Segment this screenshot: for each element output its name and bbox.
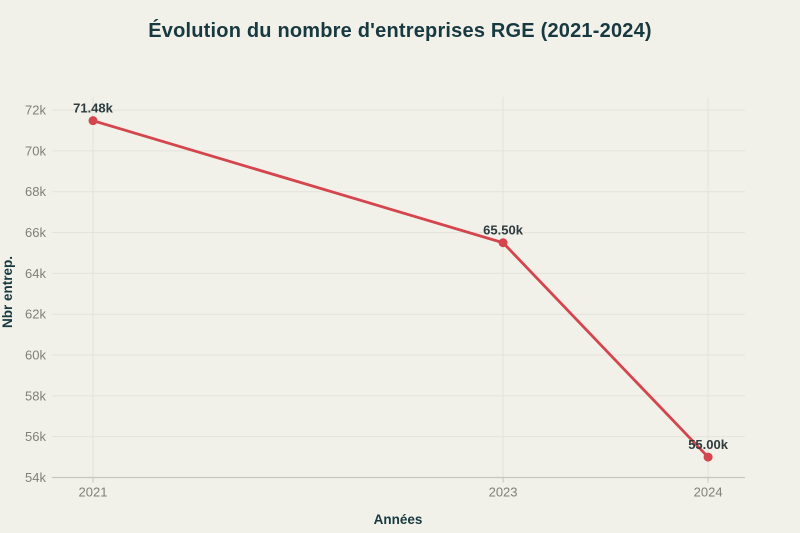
y-tick-label: 54k [25, 470, 46, 485]
x-axis-title: Années [374, 512, 423, 527]
data-series [88, 116, 713, 462]
vertical-gridlines [92, 97, 709, 478]
y-tick-label: 70k [25, 143, 46, 158]
y-tick-label: 68k [25, 184, 46, 199]
data-point[interactable] [703, 452, 713, 462]
y-tick-label: 72k [25, 103, 46, 118]
y-axis-title: Nbr entrep. [0, 256, 15, 328]
y-tick-label: 60k [25, 348, 46, 363]
chart-title: Évolution du nombre d'entreprises RGE (2… [148, 20, 652, 42]
data-point-labels: 71.48k 65.50k 55.00k [73, 101, 729, 452]
x-tick-label: 2021 [79, 485, 108, 500]
horizontal-gridlines [52, 109, 745, 478]
x-tick-label: 2024 [694, 485, 723, 500]
data-point[interactable] [88, 116, 98, 126]
y-tick-label: 64k [25, 266, 46, 281]
y-tick-label: 56k [25, 429, 46, 444]
x-axis-line-group [52, 476, 745, 483]
data-point-label: 55.00k [688, 437, 729, 452]
data-point-label: 71.48k [73, 101, 114, 116]
x-tick-label: 2023 [489, 485, 518, 500]
series-line [91, 119, 710, 459]
x-tick-labels: 2021 2023 2024 [79, 485, 723, 500]
y-tick-label: 62k [25, 307, 46, 322]
data-point[interactable] [498, 238, 508, 248]
y-tick-labels: 54k 56k 58k 60k 62k 64k 66k 68k 70k 72k [25, 103, 46, 485]
y-tick-label: 58k [25, 388, 46, 403]
y-tick-label: 66k [25, 225, 46, 240]
data-point-label: 65.50k [483, 223, 524, 238]
